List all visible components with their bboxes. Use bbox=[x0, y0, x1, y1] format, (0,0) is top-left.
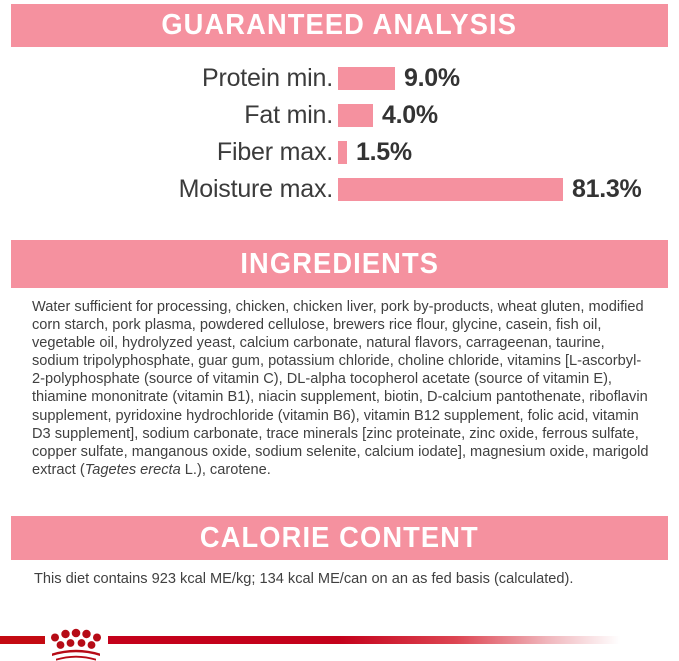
section-title-text: GUARANTEED ANALYSIS bbox=[161, 9, 518, 41]
nutrient-bar-group: 81.3% bbox=[338, 175, 642, 204]
section-header-ingredients: INGREDIENTS bbox=[11, 240, 668, 288]
royal-canin-crown-icon bbox=[45, 626, 107, 661]
nutrient-bar bbox=[338, 178, 563, 201]
guaranteed-analysis-row: Protein min. 9.0% bbox=[0, 60, 679, 97]
ingredients-text-main: Water sufficient for processing, chicken… bbox=[32, 299, 649, 478]
guaranteed-analysis-row: Fat min. 4.0% bbox=[0, 97, 679, 134]
nutrient-label: Fiber max. bbox=[216, 138, 333, 166]
nutrient-bar bbox=[338, 141, 347, 164]
nutrient-label: Moisture max. bbox=[178, 175, 334, 203]
section-title-text: CALORIE CONTENT bbox=[200, 521, 479, 554]
calorie-content-paragraph: This diet contains 923 kcal ME/kg; 134 k… bbox=[34, 571, 574, 587]
footer-rule-right bbox=[108, 636, 620, 644]
nutrient-label: Fat min. bbox=[244, 101, 333, 129]
nutrient-bar bbox=[338, 104, 373, 127]
nutrient-label: Protein min. bbox=[202, 64, 333, 92]
section-title-text: INGREDIENTS bbox=[240, 247, 439, 280]
nutrient-bar-group: 4.0% bbox=[338, 101, 438, 130]
section-header-guaranteed-analysis: GUARANTEED ANALYSIS bbox=[11, 4, 668, 47]
section-header-calorie-content: CALORIE CONTENT bbox=[11, 516, 668, 560]
ingredients-text-tail: L.), carotene. bbox=[180, 461, 271, 478]
nutrient-bar bbox=[338, 67, 395, 90]
nutrient-value: 9.0% bbox=[404, 64, 460, 92]
ingredients-species-italic: Tagetes erecta bbox=[84, 461, 181, 478]
nutrient-value: 81.3% bbox=[572, 175, 642, 203]
guaranteed-analysis-row: Moisture max. 81.3% bbox=[0, 171, 679, 208]
ingredients-paragraph: Water sufficient for processing, chicken… bbox=[32, 298, 650, 479]
nutrient-bar-group: 1.5% bbox=[338, 138, 412, 167]
nutrient-value: 4.0% bbox=[382, 101, 438, 129]
footer-brand-bar bbox=[0, 626, 679, 661]
nutrient-value: 1.5% bbox=[356, 138, 412, 166]
guaranteed-analysis-chart: Protein min. 9.0% Fat min. 4.0% Fiber max. 1.… bbox=[0, 60, 679, 208]
nutrient-bar-group: 9.0% bbox=[338, 64, 460, 93]
footer-rule-left bbox=[0, 636, 45, 644]
guaranteed-analysis-row: Fiber max. 1.5% bbox=[0, 134, 679, 171]
